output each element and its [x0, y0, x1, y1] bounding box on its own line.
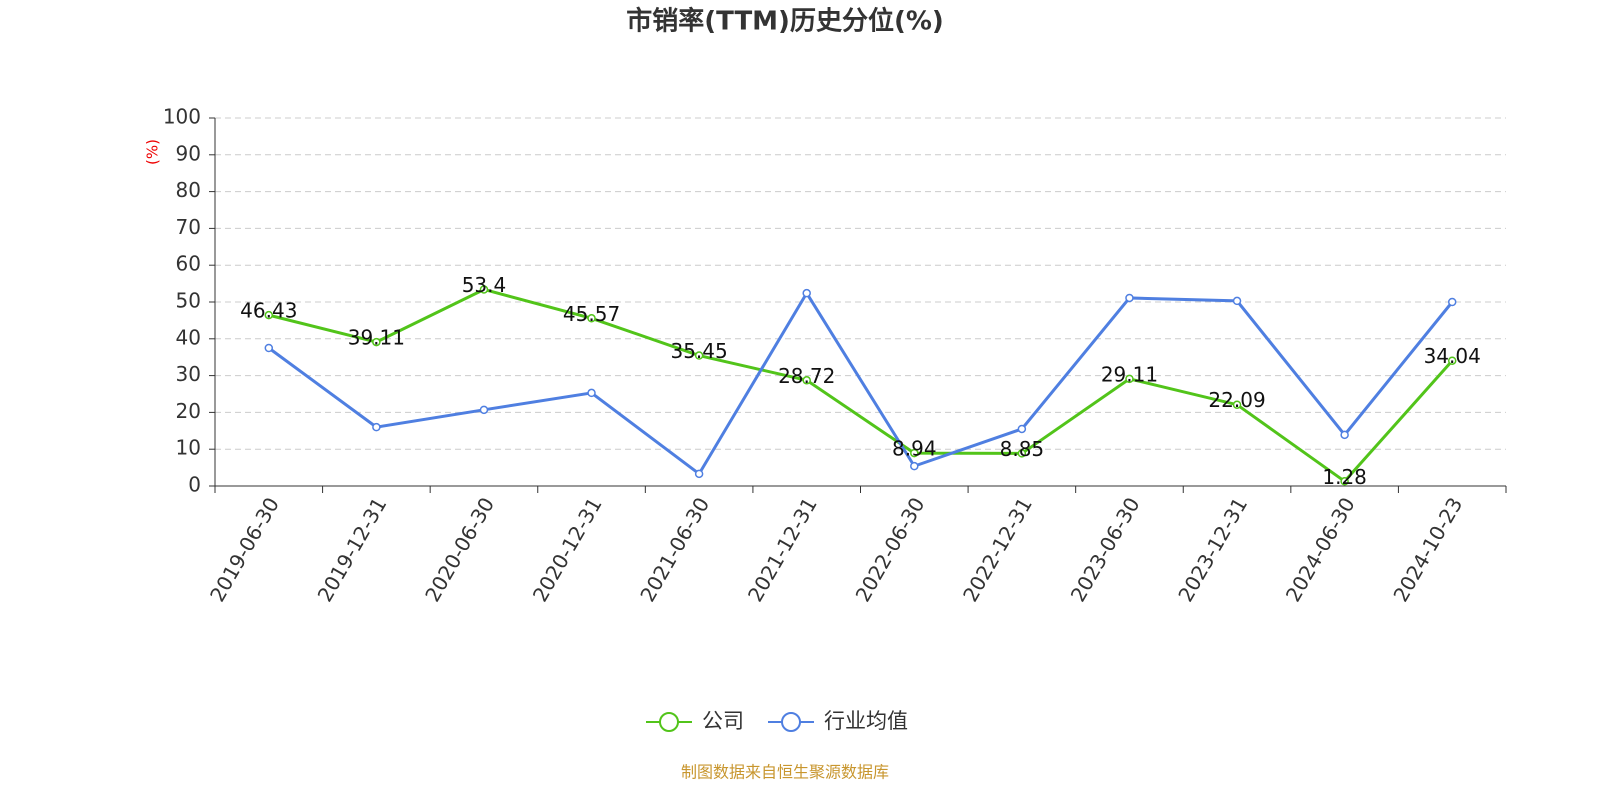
- data-point: [1340, 477, 1349, 486]
- series-line: [267, 290, 1454, 477]
- data-label: 45.57: [563, 302, 620, 326]
- data-point: [1340, 430, 1349, 440]
- data-point: [1447, 356, 1457, 365]
- y-tick-label: 30: [176, 362, 201, 386]
- x-tick-label: 2023-06-30: [1066, 493, 1145, 606]
- y-tick-label: 20: [176, 399, 201, 423]
- x-tick-group: 2020-12-31: [528, 493, 607, 606]
- y-tick-label: 80: [176, 178, 201, 202]
- data-label: 39.11: [348, 326, 405, 350]
- source-note: 制图数据来自恒生聚源数据库: [681, 763, 889, 782]
- legend-marker: [781, 712, 801, 732]
- x-tick-group: 2019-06-30: [205, 493, 284, 606]
- x-tick-label: 2023-12-31: [1173, 493, 1252, 606]
- legend-item[interactable]: 行业均值: [768, 709, 908, 733]
- x-tick-label: 2022-06-30: [850, 493, 929, 606]
- series-line: [268, 287, 1454, 484]
- data-label: 29.11: [1101, 362, 1158, 386]
- x-tick-group: 2022-06-30: [850, 493, 929, 606]
- y-tick-label: 0: [188, 473, 201, 497]
- y-tick-label: 70: [176, 215, 201, 239]
- data-point: [910, 448, 919, 458]
- data-point: [1125, 293, 1134, 303]
- data-point: [1232, 400, 1242, 409]
- data-point: [1125, 374, 1134, 384]
- x-tick-group: 2023-12-31: [1173, 493, 1252, 606]
- y-tick-label: 50: [176, 289, 201, 313]
- y-axis-label: (%): [144, 139, 162, 165]
- x-tick-label: 2020-12-31: [528, 493, 607, 606]
- data-point: [372, 422, 381, 432]
- data-point: [372, 337, 381, 347]
- data-point: [479, 405, 489, 415]
- x-tick-group: 2022-12-31: [958, 493, 1037, 606]
- data-label: 53.4: [462, 273, 507, 297]
- data-point: [1447, 297, 1457, 307]
- data-point: [910, 461, 919, 471]
- chart-title: 市销率(TTM)历史分位(%): [626, 6, 944, 37]
- data-point: [587, 388, 596, 398]
- data-label: 1.28: [1322, 465, 1367, 489]
- x-tick-label: 2024-06-30: [1281, 493, 1360, 606]
- x-tick-label: 2024-10-23: [1388, 493, 1467, 606]
- x-tick-label: 2019-12-31: [313, 493, 392, 606]
- data-label: 35.45: [670, 339, 727, 363]
- y-tick-label: 100: [163, 105, 201, 129]
- x-tick-group: 2019-12-31: [313, 493, 392, 606]
- data-label: 28.72: [778, 364, 835, 388]
- x-tick-group: 2024-06-30: [1281, 493, 1360, 606]
- data-label: 22.09: [1208, 388, 1265, 412]
- data-point: [694, 469, 704, 479]
- x-tick-group: 2021-06-30: [635, 493, 714, 606]
- legend-item[interactable]: 公司: [646, 709, 744, 733]
- x-tick-label: 2021-06-30: [635, 493, 714, 606]
- data-point: [802, 288, 811, 298]
- y-tick-label: 40: [176, 325, 201, 349]
- y-tick-label: 90: [176, 141, 201, 165]
- x-tick-group: 2023-06-30: [1066, 493, 1145, 606]
- legend-label: 公司: [702, 709, 744, 733]
- x-tick-group: 2021-12-31: [743, 493, 822, 606]
- x-tick-label: 2022-12-31: [958, 493, 1037, 606]
- data-point: [1017, 424, 1027, 434]
- data-point: [587, 314, 596, 323]
- data-label: 46.43: [240, 299, 297, 323]
- data-label: 8.85: [1000, 437, 1045, 461]
- data-point: [479, 285, 489, 294]
- data-label: 34.04: [1424, 344, 1481, 368]
- data-point: [264, 343, 274, 353]
- x-tick-label: 2021-12-31: [743, 493, 822, 606]
- data-point: [802, 376, 811, 385]
- legend-label: 行业均值: [824, 709, 908, 733]
- x-tick-group: 2020-06-30: [420, 493, 499, 606]
- x-tick-label: 2020-06-30: [420, 493, 499, 606]
- legend-marker: [659, 712, 679, 732]
- data-point: [264, 310, 274, 320]
- y-tick-label: 10: [176, 436, 201, 460]
- x-tick-group: 2024-10-23: [1388, 493, 1467, 606]
- data-label: 8.94: [892, 437, 937, 461]
- data-point: [694, 351, 704, 360]
- data-point: [1232, 296, 1242, 306]
- x-tick-label: 2019-06-30: [205, 493, 284, 606]
- y-tick-label: 60: [176, 252, 201, 276]
- data-point: [1017, 449, 1027, 458]
